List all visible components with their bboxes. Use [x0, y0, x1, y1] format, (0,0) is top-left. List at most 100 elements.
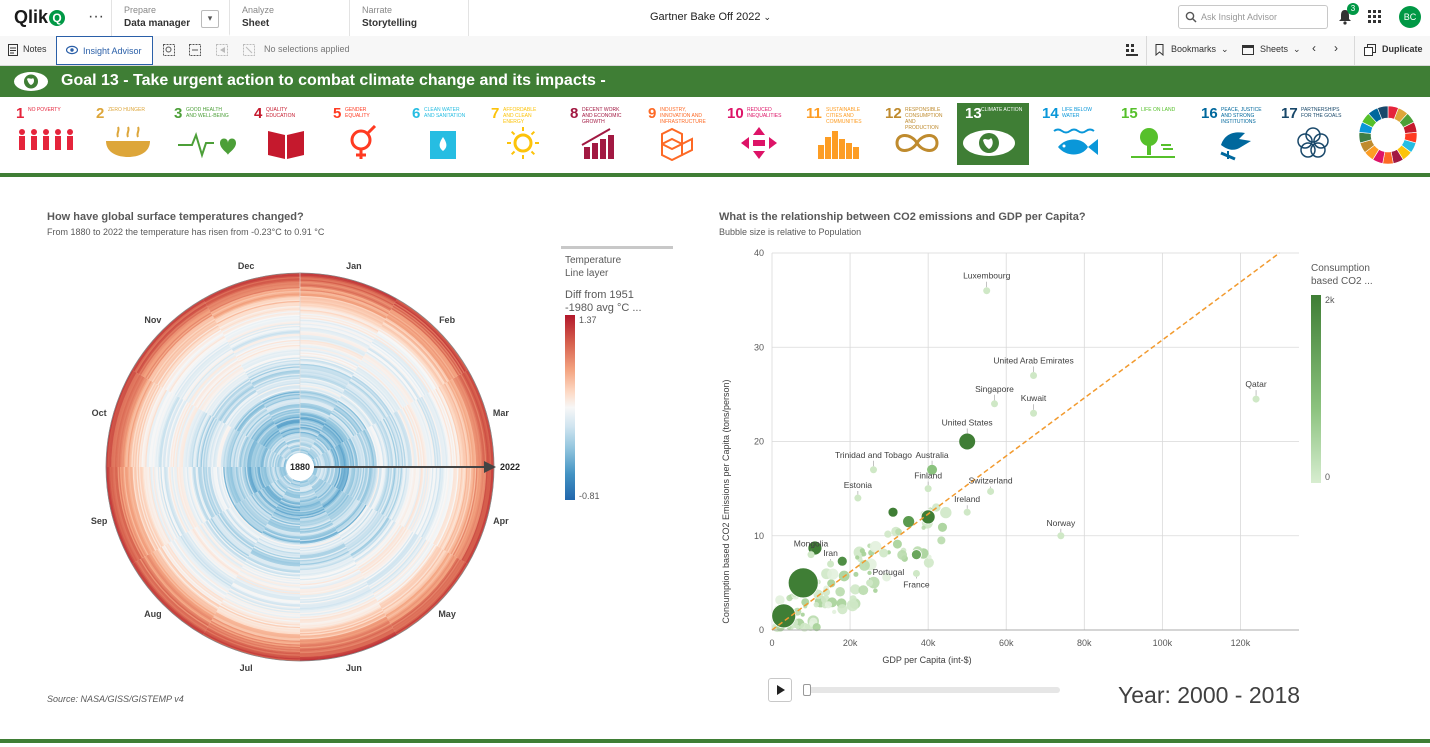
- sdg-goal-2[interactable]: 2 ZERO HUNGER: [96, 103, 168, 165]
- country-bubble[interactable]: [937, 536, 946, 545]
- labeled-country-bubble[interactable]: [869, 466, 877, 474]
- duplicate-button[interactable]: Duplicate: [1362, 36, 1426, 65]
- country-bubble[interactable]: [892, 539, 902, 549]
- sdg-goal-6[interactable]: 6 CLEAN WATER AND SANITATION: [412, 103, 484, 165]
- sdg-goal-14[interactable]: 14 LIFE BELOW WATER: [1042, 103, 1114, 165]
- country-bubble[interactable]: [846, 599, 859, 612]
- qlik-logo[interactable]: Qlik Q: [14, 7, 66, 28]
- sheets-button[interactable]: Sheets ⌄: [1240, 36, 1304, 65]
- labeled-country-bubble[interactable]: [1252, 395, 1260, 403]
- tab-analyze[interactable]: Analyze Sheet: [229, 0, 349, 36]
- country-bubble[interactable]: [827, 568, 839, 580]
- labeled-country-bubble[interactable]: [959, 433, 976, 450]
- labeled-country-bubble[interactable]: [807, 551, 815, 559]
- bookmarks-button[interactable]: Bookmarks ⌄: [1153, 36, 1233, 65]
- labeled-country-bubble[interactable]: [987, 487, 995, 495]
- play-button[interactable]: [768, 678, 792, 702]
- step-back-icon[interactable]: [216, 44, 228, 56]
- country-bubble[interactable]: [921, 525, 926, 530]
- insight-advisor-button[interactable]: Insight Advisor: [56, 36, 153, 65]
- sdg-goal-11[interactable]: 11 SUSTAINABLE CITIES AND COMMUNITIES: [806, 103, 878, 165]
- country-bubble[interactable]: [795, 624, 801, 630]
- sdg-goal-17[interactable]: 17 PARTNERSHIPS FOR THE GOALS: [1281, 103, 1353, 165]
- user-avatar[interactable]: BC: [1399, 6, 1421, 28]
- country-bubble[interactable]: [882, 572, 892, 582]
- tab-prepare[interactable]: Prepare Data manager: [111, 0, 229, 36]
- more-menu-icon[interactable]: ···: [88, 8, 104, 25]
- country-bubble[interactable]: [884, 530, 892, 538]
- sdg-goal-3[interactable]: 3 GOOD HEALTH AND WELL-BEING: [174, 103, 246, 165]
- selections-tool-icon[interactable]: [189, 44, 201, 56]
- country-bubble[interactable]: [879, 548, 889, 558]
- app-title-dropdown[interactable]: Gartner Bake Off 2022 ⌄: [650, 11, 771, 23]
- notes-button[interactable]: Notes: [6, 36, 52, 65]
- sdg-goal-12[interactable]: 12 RESPONSIBLE CONSUMPTION AND PRODUCTION: [885, 103, 957, 165]
- country-bubble[interactable]: [923, 557, 934, 568]
- country-bubble[interactable]: [902, 515, 916, 529]
- labeled-country-bubble[interactable]: [991, 400, 999, 408]
- sdg-goal-16[interactable]: 16 PEACE, JUSTICE AND STRONG INSTITUTIONS: [1201, 103, 1273, 165]
- country-bubble[interactable]: [836, 555, 848, 567]
- country-bubble[interactable]: [895, 528, 902, 536]
- country-bubble[interactable]: [897, 549, 908, 560]
- sdg-goal-1[interactable]: 1 NO POVERTY: [16, 103, 88, 165]
- sdg-goal-4[interactable]: 4 QUALITY EDUCATION: [254, 103, 326, 165]
- sdg-goal-13[interactable]: 13 CLIMATE ACTION: [957, 103, 1029, 165]
- country-bubble[interactable]: [887, 506, 899, 518]
- country-bubble[interactable]: [813, 601, 820, 608]
- country-bubble[interactable]: [861, 551, 867, 557]
- labeled-country-bubble[interactable]: [1030, 409, 1038, 417]
- sdg-goal-9[interactable]: 9 INDUSTRY, INNOVATION AND INFRASTRUCTURE: [648, 103, 720, 165]
- labeled-country-bubble[interactable]: [827, 560, 835, 568]
- country-bubble[interactable]: [869, 540, 882, 553]
- apps-grid-icon[interactable]: [1368, 10, 1382, 24]
- clear-selections-icon[interactable]: [243, 44, 255, 56]
- previous-sheet-icon[interactable]: ‹: [1312, 41, 1316, 55]
- labeled-country-bubble[interactable]: [927, 464, 938, 475]
- labeled-country-bubble[interactable]: [912, 569, 920, 577]
- country-bubble[interactable]: [858, 585, 869, 596]
- country-bubble[interactable]: [786, 594, 793, 602]
- layout-grid-icon[interactable]: [1126, 44, 1138, 56]
- prepare-dropdown-button[interactable]: ▾: [201, 10, 219, 28]
- sdg-goal-8[interactable]: 8 DECENT WORK AND ECONOMIC GROWTH: [570, 103, 642, 165]
- country-bubble[interactable]: [850, 584, 861, 595]
- labeled-country-bubble[interactable]: [983, 287, 991, 295]
- country-bubble[interactable]: [799, 622, 809, 632]
- country-bubble[interactable]: [832, 609, 837, 615]
- labeled-country-bubble[interactable]: [963, 508, 971, 516]
- country-bubble[interactable]: [937, 522, 948, 532]
- tab-narrate[interactable]: Narrate Storytelling: [349, 0, 469, 36]
- smart-search-icon[interactable]: [163, 44, 175, 56]
- insight-search-input[interactable]: Ask Insight Advisor: [1178, 5, 1328, 29]
- country-bubble[interactable]: [911, 549, 922, 561]
- sdg-goal-7[interactable]: 7 AFFORDABLE AND CLEAN ENERGY: [491, 103, 563, 165]
- year-slider[interactable]: [803, 684, 1060, 696]
- country-bubble[interactable]: [824, 601, 833, 609]
- country-bubble[interactable]: [787, 567, 819, 599]
- labeled-country-bubble[interactable]: [866, 579, 874, 587]
- country-bubble[interactable]: [873, 588, 878, 593]
- country-bubble[interactable]: [812, 623, 821, 632]
- labeled-country-bubble[interactable]: [924, 485, 932, 493]
- country-bubble[interactable]: [775, 595, 785, 605]
- country-bubble[interactable]: [867, 570, 872, 576]
- labeled-country-bubble[interactable]: [1057, 532, 1065, 540]
- sdg-goal-5[interactable]: 5 GENDER EQUALITY: [333, 103, 405, 165]
- country-bubble[interactable]: [853, 571, 859, 577]
- sdg-goal-10[interactable]: 10 REDUCED INEQUALITIES: [727, 103, 799, 165]
- country-bubble[interactable]: [920, 509, 936, 525]
- next-sheet-icon[interactable]: ›: [1334, 41, 1338, 55]
- year-slider-handle[interactable]: [803, 684, 811, 696]
- country-bubble[interactable]: [800, 612, 805, 617]
- country-bubble[interactable]: [837, 604, 848, 615]
- labeled-country-bubble[interactable]: [854, 494, 862, 502]
- country-bubble[interactable]: [827, 579, 836, 588]
- country-bubble[interactable]: [927, 554, 932, 560]
- country-bubble[interactable]: [940, 506, 952, 519]
- country-bubble[interactable]: [771, 603, 797, 629]
- labeled-country-bubble[interactable]: [1030, 372, 1038, 380]
- country-bubble[interactable]: [855, 555, 860, 560]
- country-bubble[interactable]: [835, 586, 845, 597]
- sdg-goal-15[interactable]: 15 LIFE ON LAND: [1121, 103, 1193, 165]
